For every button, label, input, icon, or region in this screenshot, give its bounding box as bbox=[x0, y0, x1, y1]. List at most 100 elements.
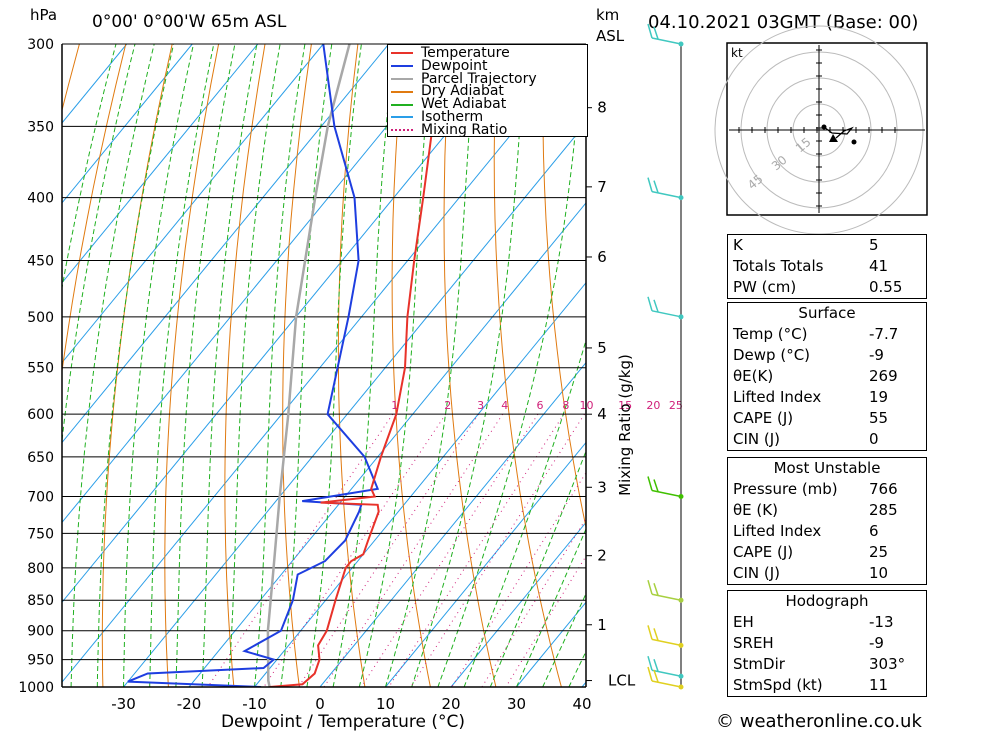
legend-swatch bbox=[391, 103, 413, 106]
wind-barb-flag bbox=[647, 625, 653, 640]
hpa-label: hPa bbox=[30, 6, 58, 24]
wind-barb-flag bbox=[647, 296, 653, 312]
pressure-tick-label: 900 bbox=[27, 624, 54, 640]
mixing-ratio-label: 2 bbox=[444, 399, 451, 412]
legend-swatch bbox=[391, 65, 413, 68]
table-row-value: 0.55 bbox=[869, 278, 903, 296]
temperature-tick-label: -10 bbox=[242, 695, 267, 713]
isotherm-line bbox=[188, 202, 586, 687]
wind-barb-point bbox=[678, 684, 684, 690]
table-row-value: 11 bbox=[869, 676, 889, 694]
table-row-label: CIN (J) bbox=[733, 430, 781, 448]
wind-barb-flag bbox=[653, 299, 659, 313]
general-indices-table: K 5 Totals Totals 41 PW (cm) 0.55 bbox=[727, 234, 927, 299]
wind-barb-point bbox=[678, 314, 684, 320]
mixing-ratio-line bbox=[323, 413, 504, 687]
wind-barb bbox=[647, 177, 684, 201]
wind-barb-flag bbox=[653, 628, 659, 641]
table-row-label: Totals Totals bbox=[733, 257, 824, 275]
storm-motion-marker bbox=[829, 134, 838, 142]
legend-label: Dewpoint bbox=[421, 57, 488, 74]
mixing-ratio-label: 4 bbox=[501, 399, 508, 412]
pressure-tick-label: 400 bbox=[27, 191, 54, 207]
table-row: θE (K) 285 bbox=[728, 500, 926, 521]
table-row: EH -13 bbox=[728, 612, 926, 633]
legend-label: Temperature bbox=[421, 45, 510, 61]
wind-barb-shaft bbox=[651, 680, 682, 688]
temperature-tick-label: 0 bbox=[315, 695, 325, 713]
date-title: 04.10.2021 03GMT (Base: 00) bbox=[648, 12, 919, 33]
isotherm-line bbox=[62, 44, 586, 683]
wind-barb bbox=[647, 476, 684, 500]
dewpoint-line bbox=[127, 44, 380, 687]
dry-adiabat-line bbox=[224, 44, 266, 687]
wind-barb-point bbox=[678, 673, 684, 679]
table-section-title: Surface bbox=[798, 304, 856, 322]
wind-barb-point bbox=[678, 642, 684, 648]
table-row-label: Lifted Index bbox=[733, 388, 822, 406]
legend-label: Wet Adiabat bbox=[421, 96, 507, 113]
mixing-ratio-label: 1 bbox=[391, 399, 398, 412]
wind-barb-flag bbox=[647, 666, 653, 682]
table-row: SREH -9 bbox=[728, 633, 926, 654]
pressure-tick-label: 450 bbox=[27, 254, 54, 270]
x-axis-label: Dewpoint / Temperature (°C) bbox=[221, 712, 465, 732]
dry-adiabat-line bbox=[337, 44, 366, 687]
legend-swatch bbox=[391, 116, 413, 119]
temperature-line bbox=[269, 44, 449, 687]
table-row-value: -9 bbox=[869, 346, 884, 364]
table-row: Lifted Index 6 bbox=[728, 521, 926, 542]
km-label: km bbox=[596, 6, 620, 24]
wind-barb-point bbox=[678, 195, 684, 201]
wet-adiabat-line bbox=[358, 44, 433, 687]
legend-item: Mixing Ratio bbox=[388, 123, 587, 137]
isotherm-line bbox=[62, 44, 455, 524]
isotherm-line bbox=[385, 441, 586, 687]
pressure-tick-label: 750 bbox=[27, 526, 54, 542]
table-row-label: StmSpd (kt) bbox=[733, 676, 823, 694]
legend-label: Isotherm bbox=[421, 108, 484, 125]
table-row: StmDir 303° bbox=[728, 654, 926, 675]
table-row-label: SREH bbox=[733, 634, 774, 652]
table-row-label: Lifted Index bbox=[733, 522, 822, 540]
table-row-label: θE (K) bbox=[733, 501, 778, 519]
mixing-ratio-label: 6 bbox=[536, 399, 543, 412]
mixing-ratio-line bbox=[505, 555, 586, 687]
table-row-value: 55 bbox=[869, 409, 889, 427]
legend-item: Parcel Trajectory bbox=[388, 72, 587, 85]
table-section-title: Hodograph bbox=[785, 592, 869, 610]
temperature-tick-label: -30 bbox=[111, 695, 136, 713]
dry-adiabat-line bbox=[282, 44, 312, 687]
table-row-label: K bbox=[733, 236, 743, 254]
table-row-value: 269 bbox=[869, 367, 898, 385]
temperature-tick-label: 30 bbox=[507, 695, 526, 713]
wind-barb bbox=[647, 656, 684, 679]
pressure-tick-label: 550 bbox=[27, 361, 54, 377]
pressure-tick-label: 850 bbox=[27, 593, 54, 609]
parcel-trajectory-line bbox=[266, 44, 351, 687]
wet-adiabat-line bbox=[201, 44, 258, 687]
altitude-tick-label: 2 bbox=[597, 547, 607, 565]
wind-barb-flag bbox=[653, 26, 659, 40]
dry-adiabat-line bbox=[542, 44, 586, 530]
table-row-label: θE(K) bbox=[733, 367, 774, 385]
wet-adiabat-line bbox=[306, 44, 362, 687]
wind-barb bbox=[647, 625, 684, 648]
wind-barb-shaft bbox=[651, 669, 682, 677]
wind-barb-flag bbox=[647, 656, 653, 671]
mixing-ratio-label: 25 bbox=[669, 399, 683, 412]
table-row: CAPE (J) 55 bbox=[728, 408, 926, 429]
legend-label: Dry Adiabat bbox=[421, 83, 504, 100]
dry-adiabat-line bbox=[590, 44, 692, 687]
wind-barb-point bbox=[678, 597, 684, 603]
isotherm-line bbox=[450, 521, 586, 687]
hodograph-point bbox=[851, 139, 857, 145]
isotherm-line bbox=[62, 44, 128, 124]
table-row-value: 19 bbox=[869, 388, 889, 406]
altitude-tick-label: 1 bbox=[597, 616, 607, 634]
wind-barb-flag bbox=[653, 658, 659, 672]
table-row: Pressure (mb) 766 bbox=[728, 479, 926, 500]
wind-barb-flag bbox=[653, 479, 659, 492]
